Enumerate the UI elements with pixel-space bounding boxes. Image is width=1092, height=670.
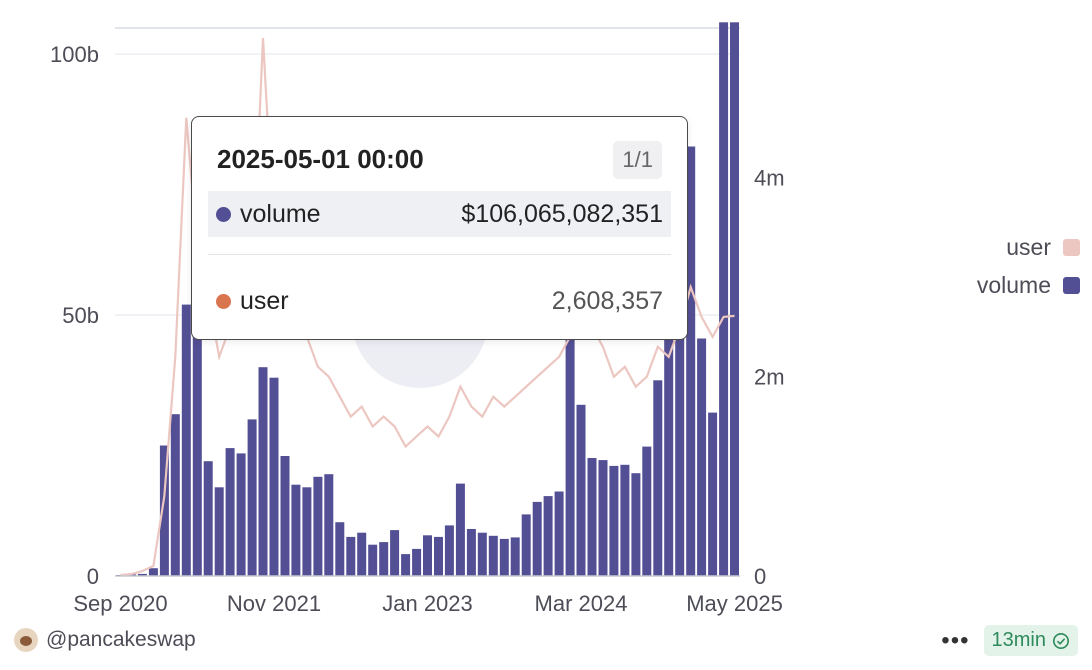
check-circle-icon (1052, 632, 1070, 649)
legend-label: user (1006, 233, 1051, 260)
volume-bar (192, 315, 202, 576)
volume-bar (324, 474, 334, 576)
volume-bar (247, 419, 257, 576)
volume-bar (203, 461, 213, 576)
volume-bar (236, 453, 246, 576)
tooltip-title: 2025-05-01 00:00 (217, 144, 424, 174)
user-line (120, 37, 735, 577)
volume-bar (521, 514, 531, 576)
volume-bar (697, 338, 707, 576)
volume-bar (214, 487, 224, 576)
legend-label: volume (976, 271, 1051, 298)
volume-bar (631, 473, 641, 576)
user-line-layer (120, 37, 735, 577)
right-axis-tick-label: 4m (754, 165, 785, 190)
tooltip-divider (208, 254, 671, 255)
volume-bar (664, 322, 674, 576)
volume-bar (455, 483, 465, 576)
volume-bar (159, 445, 169, 576)
volume-bar (148, 568, 158, 576)
volume-bar (675, 171, 685, 576)
volume-bar (390, 530, 400, 576)
volume-bar (401, 554, 411, 576)
volume-bar (598, 460, 608, 576)
volume-bar (335, 522, 345, 576)
volume-bar (313, 476, 323, 576)
volume-bar (576, 404, 586, 576)
volume-bar (477, 532, 487, 576)
legend: user volume (977, 228, 1080, 304)
volume-bar (170, 414, 180, 576)
volume-bar (302, 487, 312, 576)
volume-bar (412, 548, 422, 576)
volume-bar (137, 573, 147, 576)
x-axis-tick-label: May 2025 (686, 591, 783, 616)
volume-bar (587, 458, 597, 576)
volume-bars (116, 22, 739, 577)
volume-bar (444, 525, 454, 576)
x-axis-tick-label: Nov 2021 (227, 591, 321, 616)
right-axis-tick-label: 2m (754, 365, 785, 390)
volume-bar (434, 536, 443, 576)
legend-swatch-user (1063, 238, 1080, 256)
volume-bar (225, 448, 235, 576)
volume-bar (642, 446, 652, 576)
volume-bar (181, 304, 191, 576)
volume-bar (730, 22, 739, 577)
x-axis-tick-label: Sep 2020 (73, 591, 167, 616)
volume-bar (269, 377, 279, 576)
tooltip: 2025-05-01 00:00 1/1 volume $106,065,082… (191, 116, 688, 340)
left-axis-tick-label: 0 (87, 564, 99, 589)
pancakeswap-avatar-icon (14, 628, 38, 652)
legend-swatch-volume (1063, 276, 1080, 294)
volume-bar (686, 146, 696, 576)
author-name: @pancakeswap (46, 628, 196, 651)
x-axis-tick-label: Mar 2024 (535, 591, 628, 616)
axes: 0 50b 100b 0 2m 4m Sep 2020 Nov 2021 Jan 2023 Mar… (50, 42, 785, 616)
tooltip-series-value: 2,608,357 (551, 286, 663, 315)
volume-bar (379, 542, 389, 576)
volume-bar (653, 380, 663, 576)
tooltip-series-value: $106,065,082,351 (461, 199, 663, 228)
tooltip-series-name: volume (240, 199, 321, 228)
legend-item-user[interactable]: user (977, 228, 1080, 266)
footer-actions: ••• 13min (941, 625, 1078, 656)
legend-item-volume[interactable]: volume (977, 266, 1080, 304)
more-options-button[interactable]: ••• (941, 626, 970, 654)
tooltip-series-name: user (240, 286, 289, 315)
tooltip-pager: 1/1 (613, 141, 662, 179)
volume-bar (620, 464, 630, 576)
refresh-time-badge[interactable]: 13min (983, 625, 1078, 656)
tooltip-row-volume: volume $106,065,082,351 (208, 191, 671, 237)
tooltip-row-user: user 2,608,357 (208, 278, 671, 324)
volume-bar (258, 367, 268, 576)
volume-bar (291, 484, 301, 576)
volume-bar (346, 536, 356, 576)
volume-bar (532, 501, 542, 576)
x-axis-tick-label: Jan 2023 (382, 591, 473, 616)
volume-bar (554, 491, 564, 576)
volume-bar (466, 529, 476, 576)
volume-bar (719, 22, 729, 577)
volume-bar (423, 535, 432, 576)
volume-bar (708, 412, 718, 576)
author-link[interactable]: @pancakeswap (14, 628, 196, 652)
refresh-time-label: 13min (991, 629, 1046, 651)
volume-bar (609, 465, 619, 576)
volume-bar (280, 456, 290, 576)
volume-bar (127, 574, 136, 576)
volume-bar (565, 325, 575, 576)
left-axis-tick-label: 100b (50, 42, 99, 67)
volume-bar (499, 538, 509, 576)
user-dot-icon (216, 293, 231, 309)
volume-bar (488, 535, 498, 576)
volume-bar (543, 496, 553, 576)
left-axis-tick-label: 50b (62, 303, 99, 328)
volume-dot-icon (216, 206, 231, 222)
volume-bar (510, 537, 520, 576)
volume-bar (368, 544, 378, 576)
volume-bar (357, 532, 367, 576)
right-axis-tick-label: 0 (754, 564, 766, 589)
